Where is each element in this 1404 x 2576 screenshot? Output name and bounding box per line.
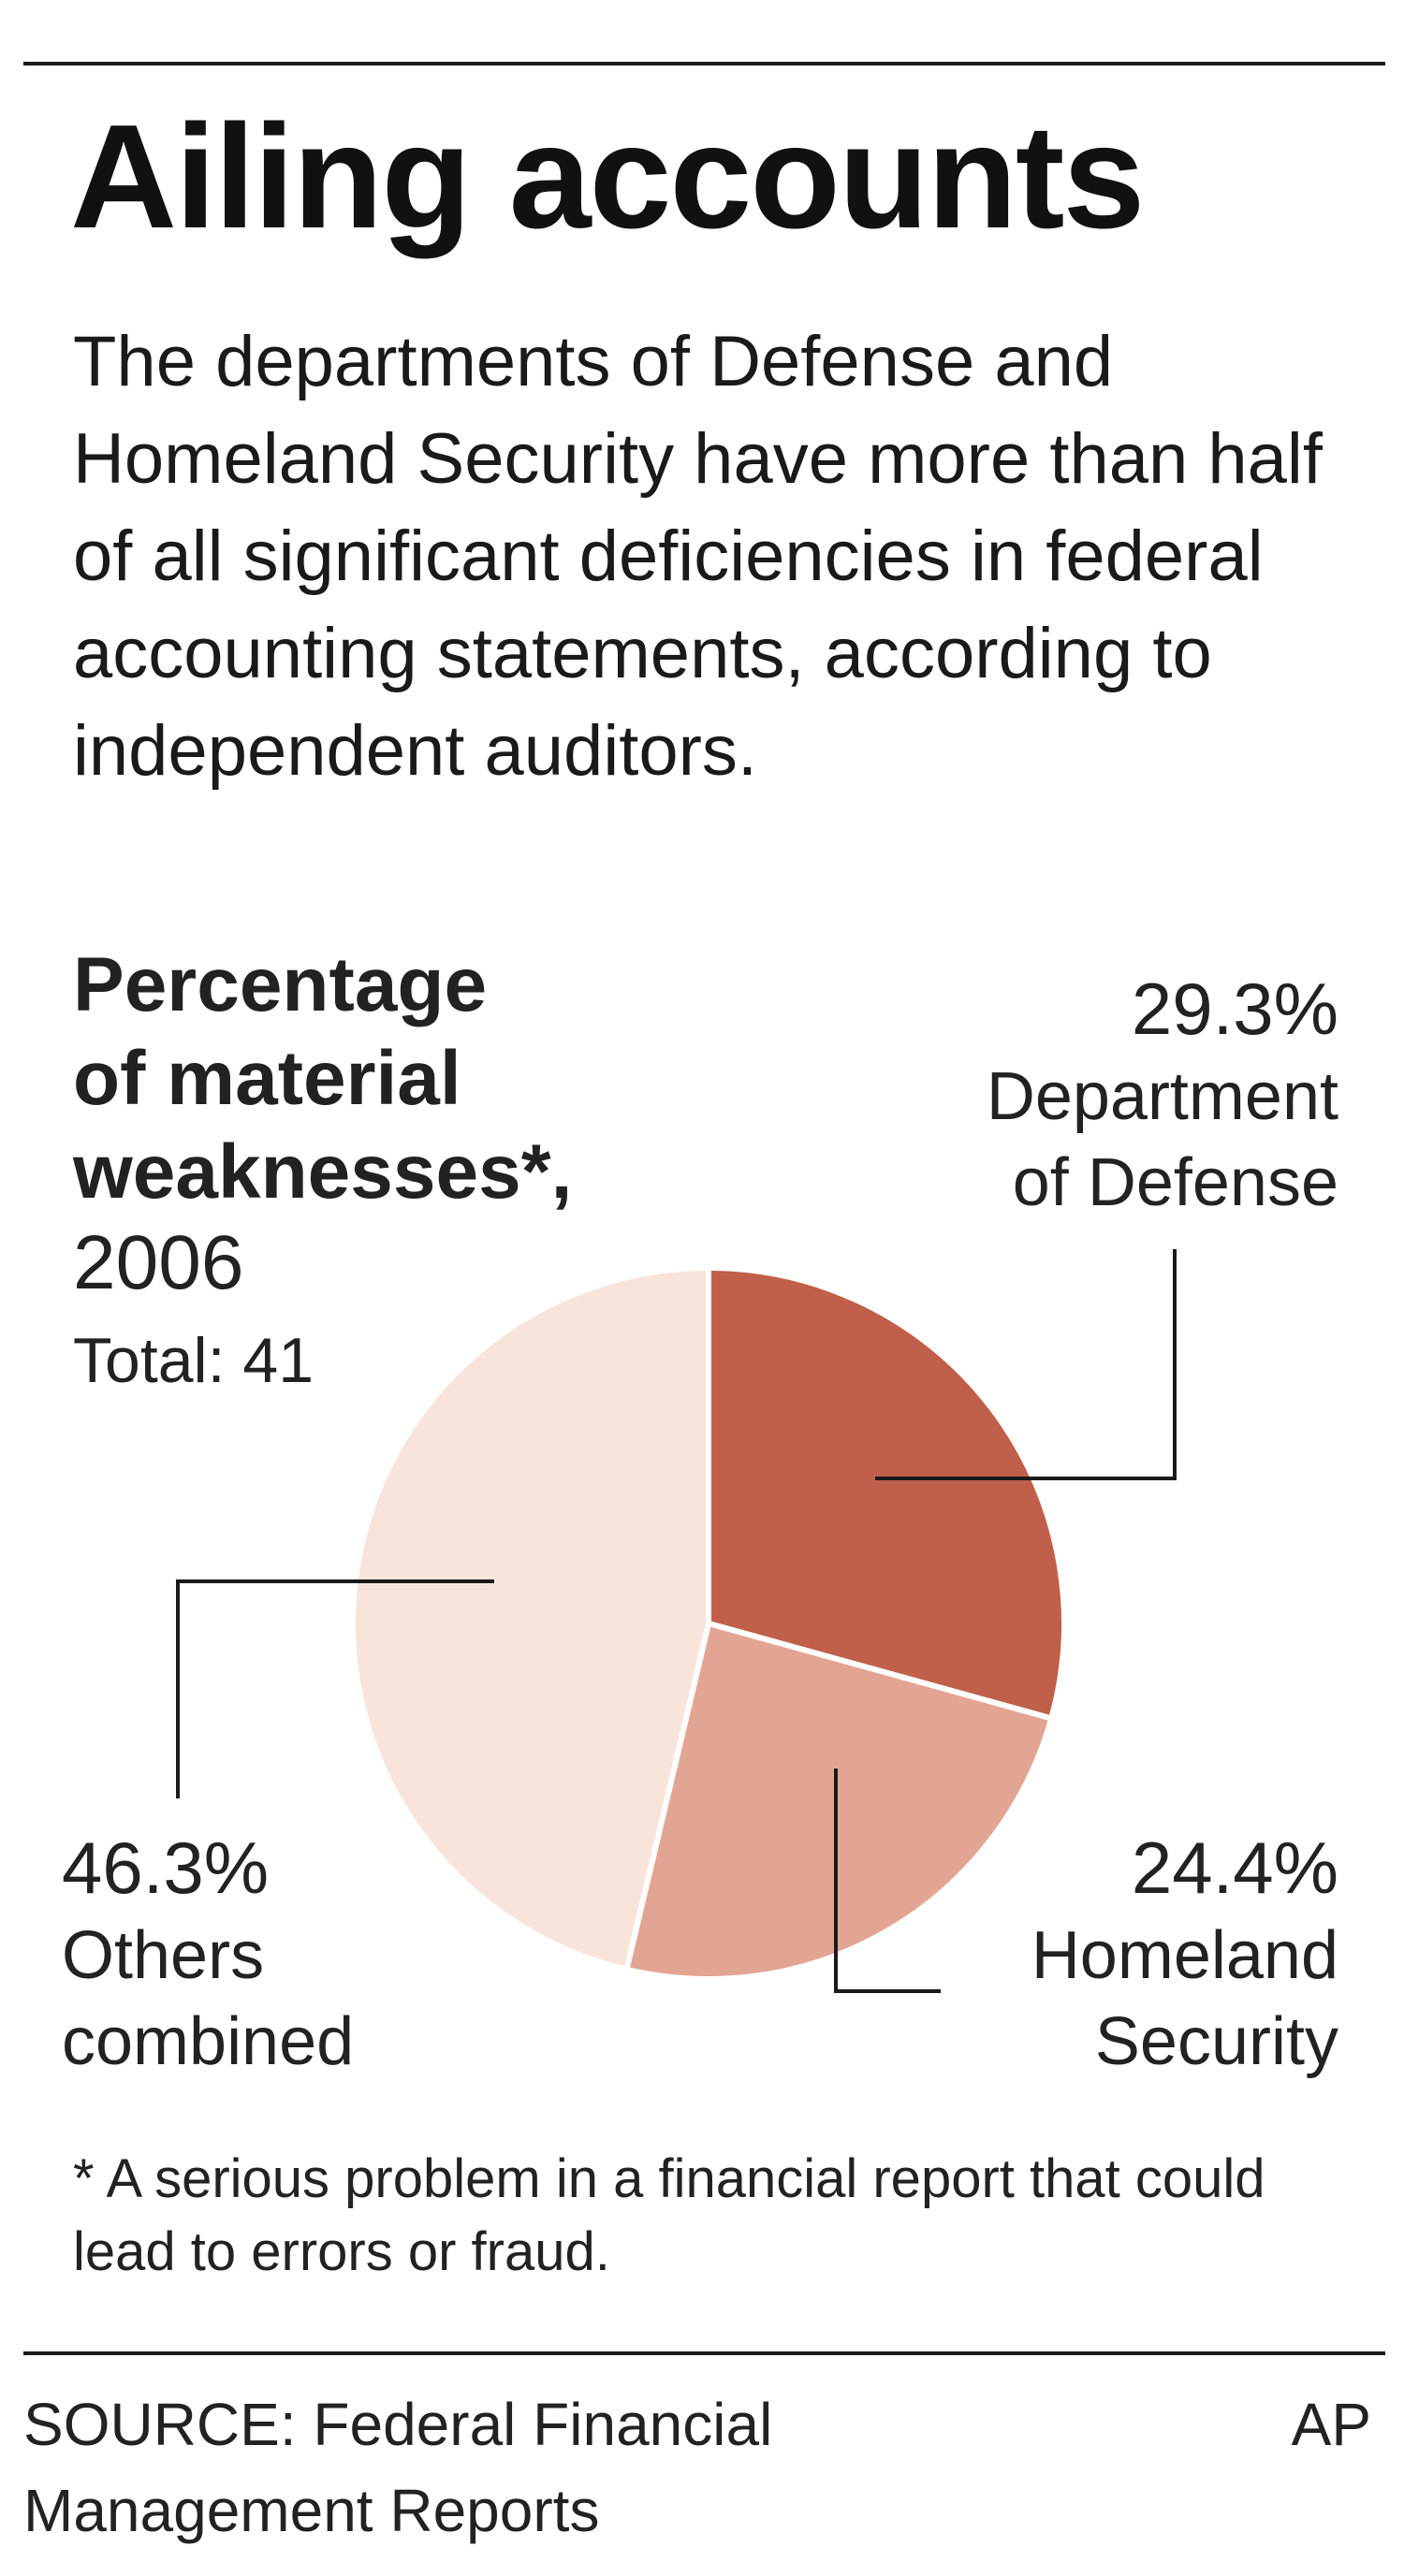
slice-name-homeland-line1: Homeland	[1031, 1918, 1338, 1993]
slice-label-homeland: 24.4% Homeland Security	[1031, 1823, 1338, 2085]
chart-title-line-1: Percentage	[73, 942, 488, 1027]
source-credit: SOURCE: Federal Financial Management Rep…	[23, 2391, 773, 2544]
chart-title: Percentage of material weaknesses*,	[73, 939, 572, 1219]
agency-credit: AP	[1291, 2391, 1371, 2458]
footnote: * A serious problem in a financial repor…	[73, 2148, 1265, 2282]
chart-year: 2006	[73, 1220, 244, 1305]
slice-name-homeland-line2: Security	[1094, 2004, 1338, 2079]
leader-line-others	[176, 1579, 494, 1798]
slice-name-others-line2: combined	[62, 2004, 355, 2079]
top-rule	[23, 62, 1385, 65]
pie-slice-homeland	[622, 1620, 1055, 1982]
slice-value-defense: 29.3%	[1131, 968, 1338, 1050]
chart-total: Total: 41	[73, 1325, 314, 1396]
headline: Ailing accounts	[70, 95, 1145, 259]
leader-line-homeland	[834, 1768, 941, 1993]
pie-slice-defense	[706, 1264, 1067, 1723]
slice-value-homeland: 24.4%	[1131, 1826, 1338, 1909]
bottom-rule	[23, 2351, 1385, 2355]
pie-slices	[350, 1264, 1067, 1982]
slice-name-defense-line2: of Defense	[1012, 1145, 1338, 1220]
slice-value-others: 46.3%	[62, 1826, 270, 1909]
slice-label-others: 46.3% Others combined	[62, 1823, 354, 2085]
slice-name-others-line1: Others	[62, 1918, 265, 1993]
leader-lines	[176, 1249, 1177, 1993]
slice-label-defense: 29.3% Department of Defense	[987, 964, 1338, 1226]
chart-title-line-3: weaknesses*,	[73, 1129, 573, 1215]
slice-name-defense-line1: Department	[986, 1059, 1338, 1134]
chart-title-line-2: of material	[73, 1036, 461, 1121]
leader-line-defense	[875, 1249, 1177, 1480]
intro-text: The departments of Defense and Homeland …	[73, 322, 1323, 791]
